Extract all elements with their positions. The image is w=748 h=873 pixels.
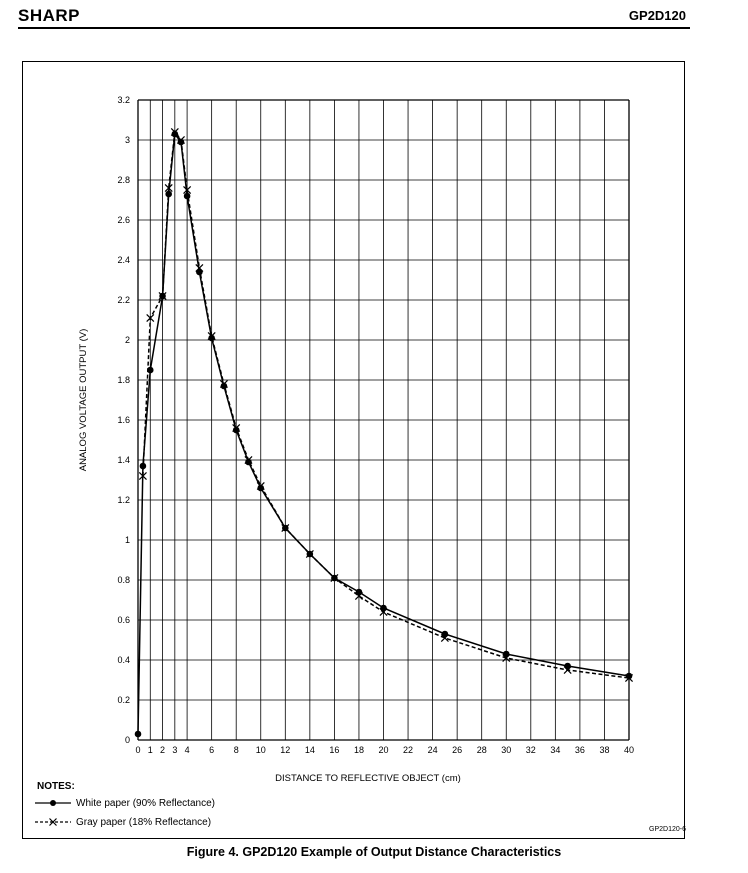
x-tick-label: 10 bbox=[256, 745, 266, 755]
notes-title: NOTES: bbox=[37, 781, 75, 792]
data-point-gray-paper bbox=[158, 291, 167, 301]
y-tick-label: 1.6 bbox=[117, 415, 130, 425]
x-tick-label: 2 bbox=[160, 745, 165, 755]
data-point-gray-paper bbox=[379, 607, 388, 617]
x-tick-label: 38 bbox=[599, 745, 609, 755]
data-point-gray-paper bbox=[146, 313, 155, 323]
x-minor-tick-label: 1 bbox=[148, 745, 153, 755]
chart-series-markers bbox=[134, 127, 634, 738]
x-tick-label: 8 bbox=[234, 745, 239, 755]
data-point-gray-paper bbox=[219, 379, 228, 389]
brand-logo: SHARP bbox=[18, 6, 81, 25]
y-axis-label: ANALOG VOLTAGE OUTPUT (V) bbox=[78, 329, 89, 472]
legend-label-gray: Gray paper (18% Reflectance) bbox=[76, 816, 212, 828]
data-point-white-paper bbox=[139, 462, 147, 470]
data-point-gray-paper bbox=[440, 633, 449, 643]
data-point-gray-paper bbox=[207, 331, 216, 341]
data-point-gray-paper bbox=[281, 523, 290, 533]
data-point-white-paper bbox=[134, 730, 142, 738]
data-point-white-paper bbox=[220, 382, 228, 390]
y-tick-label: 2.4 bbox=[117, 255, 130, 265]
figure-caption: Figure 4. GP2D120 Example of Output Dist… bbox=[186, 845, 562, 859]
chart-tick-labels: 0 2 4 6 8 10 12 14 16 18 20 22 24 26 28 30 32 34 36 38 401 30… bbox=[117, 95, 634, 755]
x-tick-label: 4 bbox=[185, 745, 190, 755]
legend-dot-line-icon bbox=[35, 800, 71, 806]
y-tick-label: 2.8 bbox=[117, 175, 130, 185]
data-point-white-paper bbox=[257, 484, 265, 492]
data-point-gray-paper bbox=[244, 455, 253, 465]
data-point-gray-paper bbox=[563, 665, 572, 675]
data-point-gray-paper bbox=[354, 591, 363, 601]
x-tick-label: 16 bbox=[329, 745, 339, 755]
data-point-white-paper bbox=[177, 138, 185, 146]
x-tick-label: 28 bbox=[477, 745, 487, 755]
legend-x-dashed-icon bbox=[35, 818, 71, 826]
data-point-gray-paper bbox=[195, 263, 204, 273]
x-tick-label: 22 bbox=[403, 745, 413, 755]
y-tick-label: 2 bbox=[125, 335, 130, 345]
figure-frame bbox=[22, 61, 685, 839]
y-tick-label: 0.2 bbox=[117, 695, 130, 705]
x-tick-label: 6 bbox=[209, 745, 214, 755]
chart-grid bbox=[137, 99, 630, 741]
y-tick-label: 0.4 bbox=[117, 655, 130, 665]
y-tick-label: 0.6 bbox=[117, 615, 130, 625]
data-point-gray-paper bbox=[624, 673, 634, 683]
data-point-white-paper bbox=[183, 192, 191, 200]
y-tick-label: 1.2 bbox=[117, 495, 130, 505]
data-point-gray-paper bbox=[232, 423, 241, 433]
part-number: GP2D120 bbox=[628, 8, 686, 23]
data-point-gray-paper bbox=[176, 135, 185, 145]
y-tick-label: 1.4 bbox=[117, 455, 130, 465]
y-tick-label: 3.2 bbox=[117, 95, 130, 105]
data-point-gray-paper bbox=[502, 653, 511, 663]
x-tick-label: 26 bbox=[452, 745, 462, 755]
x-tick-label: 0 bbox=[135, 745, 140, 755]
data-point-gray-paper bbox=[138, 471, 147, 481]
x-tick-label: 34 bbox=[550, 745, 560, 755]
x-tick-label: 24 bbox=[428, 745, 438, 755]
y-tick-label: 0.8 bbox=[117, 575, 130, 585]
data-point-white-paper bbox=[165, 190, 172, 198]
x-tick-label: 12 bbox=[280, 745, 290, 755]
data-point-white-paper bbox=[625, 672, 633, 680]
data-point-white-paper bbox=[232, 426, 240, 434]
data-point-gray-paper bbox=[330, 573, 339, 583]
data-point-gray-paper bbox=[164, 183, 173, 193]
x-tick-label: 40 bbox=[624, 745, 634, 755]
x-minor-tick-label: 3 bbox=[172, 745, 177, 755]
figure-id: GP2D120-6 bbox=[649, 826, 686, 833]
x-tick-label: 20 bbox=[378, 745, 388, 755]
x-tick-label: 30 bbox=[501, 745, 511, 755]
legend-gray-paper: Gray paper (18% Reflectance) bbox=[34, 815, 211, 829]
data-point-gray-paper bbox=[305, 549, 314, 559]
header-rule bbox=[18, 27, 690, 29]
x-tick-label: 32 bbox=[526, 745, 536, 755]
y-tick-label: 1 bbox=[125, 535, 130, 545]
data-point-gray-paper bbox=[170, 127, 179, 137]
data-point-white-paper bbox=[171, 130, 179, 138]
data-point-gray-paper bbox=[183, 185, 192, 195]
x-tick-label: 36 bbox=[575, 745, 585, 755]
data-point-gray-paper bbox=[256, 481, 265, 491]
y-tick-label: 2.6 bbox=[117, 215, 130, 225]
data-point-white-paper bbox=[208, 334, 215, 342]
y-tick-label: 0 bbox=[125, 735, 130, 745]
x-tick-label: 18 bbox=[354, 745, 364, 755]
data-point-white-paper bbox=[146, 366, 154, 374]
legend-label-white: White paper (90% Reflectance) bbox=[76, 797, 215, 809]
y-tick-label: 3 bbox=[125, 135, 130, 145]
x-axis-label: DISTANCE TO REFLECTIVE OBJECT (cm) bbox=[275, 773, 461, 784]
y-tick-label: 1.8 bbox=[117, 375, 130, 385]
y-tick-label: 2.2 bbox=[117, 295, 130, 305]
legend-white-paper: White paper (90% Reflectance) bbox=[34, 796, 215, 810]
x-tick-label: 14 bbox=[305, 745, 315, 755]
data-point-white-paper bbox=[245, 458, 252, 466]
series-line-gray-paper bbox=[142, 130, 630, 679]
